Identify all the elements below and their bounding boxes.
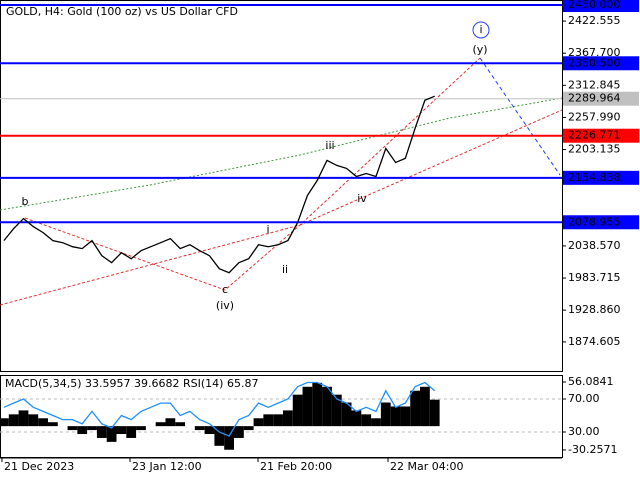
level-label: 2289.964 <box>568 92 621 105</box>
y-tick-label: 2367.700 <box>568 46 621 59</box>
y-tick-label: 2038.570 <box>568 239 621 252</box>
macd-bar <box>234 426 244 438</box>
wave-label: i <box>266 223 269 236</box>
level-tag <box>563 215 639 230</box>
wave-label: b <box>22 195 29 208</box>
macd-bar <box>0 418 9 427</box>
wave-label: ii <box>282 263 288 276</box>
level-label: 2078.955 <box>568 215 621 228</box>
wave-line <box>24 57 481 291</box>
macd-bar <box>429 399 440 427</box>
x-tick-label: 21 Dec 2023 <box>4 460 74 473</box>
macd-bar <box>47 422 58 427</box>
wave-label: (y) <box>472 43 487 56</box>
wave-label: i <box>479 23 482 36</box>
macd-bar <box>96 426 107 438</box>
macd-bar <box>282 410 293 427</box>
macd-bar <box>351 410 362 427</box>
x-tick-label: 21 Feb 20:00 <box>260 460 332 473</box>
y-tick-label: 70.00 <box>568 392 600 405</box>
macd-bar <box>273 414 283 427</box>
macd-bar <box>136 426 146 431</box>
macd-bar <box>253 418 264 427</box>
macd-bar <box>400 406 411 427</box>
wave-label: iv <box>357 192 367 205</box>
x-tick-label: 23 Jan 12:00 <box>132 460 202 473</box>
level-tag <box>563 0 639 13</box>
level-tag <box>563 91 639 106</box>
macd-bar <box>38 418 48 427</box>
macd-bar <box>194 426 205 431</box>
macd-bar <box>341 402 352 427</box>
wave-label: iii <box>325 139 334 152</box>
level-tag <box>563 170 639 185</box>
macd-bar <box>243 426 254 431</box>
macd-bar <box>204 426 215 435</box>
level-tag <box>563 128 639 143</box>
price-line <box>3 381 436 437</box>
y-tick-label: 30.00 <box>568 425 600 438</box>
projection-line <box>479 57 561 176</box>
y-tick-label: 1928.860 <box>568 303 621 316</box>
macd-bar <box>175 422 186 427</box>
price-line <box>3 95 435 274</box>
macd-bar <box>87 426 97 431</box>
macd-bar <box>410 390 421 427</box>
y2-tick-label: -30.2571 <box>568 443 617 456</box>
macd-bar <box>126 426 137 438</box>
macd-bar <box>292 394 303 427</box>
macd-bar <box>390 406 401 427</box>
y-tick-label: 2312.845 <box>568 78 621 91</box>
macd-bar <box>361 414 372 427</box>
wave-label: c <box>222 283 228 296</box>
chart-title: GOLD, H4: Gold (100 oz) vs US Dollar CFD <box>6 5 238 18</box>
macd-bar <box>312 382 323 427</box>
macd-bar <box>165 418 176 427</box>
y-tick-label: 2257.990 <box>568 110 621 123</box>
wave-label: (iv) <box>216 299 234 312</box>
y-tick-label: 1874.605 <box>568 335 621 348</box>
level-label: 2450.000 <box>568 0 621 11</box>
macd-bar <box>224 426 235 450</box>
main-pane <box>0 0 563 372</box>
macd-bar <box>28 414 39 427</box>
macd-bar <box>214 426 225 446</box>
macd-bar <box>106 426 117 442</box>
y-tick-label: 1983.715 <box>568 271 621 284</box>
indicator-title: MACD(5,34,5) 33.5957 39.6682 RSI(14) 65.… <box>5 377 258 390</box>
macd-bar <box>331 394 342 427</box>
level-tag <box>563 56 639 71</box>
macd-bar <box>77 426 88 435</box>
macd-bar <box>420 386 430 427</box>
moving-average <box>0 97 563 211</box>
x-tick-label: 22 Mar 04:00 <box>390 460 463 473</box>
macd-bar <box>380 402 391 427</box>
y-tick-label: 2203.135 <box>568 143 621 156</box>
level-label: 2226.771 <box>568 129 621 142</box>
level-label: 2154.838 <box>568 171 621 184</box>
y-tick-label: 2422.555 <box>568 14 621 27</box>
macd-bar <box>67 426 78 431</box>
macd-bar <box>322 386 332 427</box>
macd-bar <box>371 418 381 427</box>
macd-bar <box>302 386 313 427</box>
macd-bar <box>8 414 19 427</box>
macd-bar <box>155 422 166 427</box>
level-label: 2350.500 <box>568 56 621 69</box>
macd-bar <box>263 414 274 427</box>
wave-circle <box>472 21 490 39</box>
macd-bar <box>18 410 29 427</box>
macd-bar <box>116 426 127 435</box>
y2-tick-label: 56.0841 <box>568 375 614 388</box>
